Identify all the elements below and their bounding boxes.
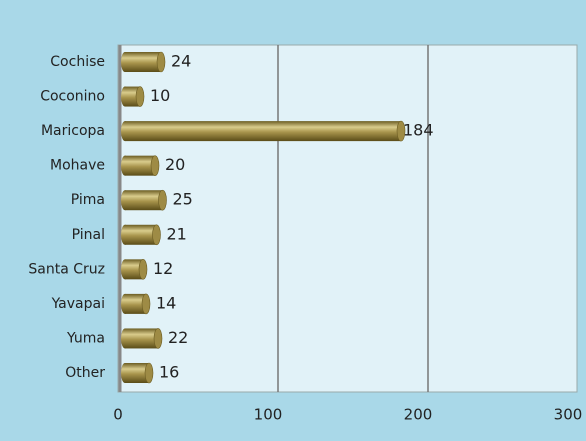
y-tick-label: Cochise bbox=[50, 54, 105, 70]
data-label: 24 bbox=[171, 52, 191, 71]
y-tick-label: Pinal bbox=[72, 227, 105, 243]
bar bbox=[121, 328, 163, 349]
data-label: 14 bbox=[156, 293, 176, 312]
bar bbox=[121, 224, 161, 246]
y-tick-label: Mohave bbox=[50, 158, 105, 174]
data-label: 21 bbox=[167, 224, 187, 243]
bar bbox=[121, 189, 167, 211]
plot-area bbox=[117, 44, 578, 393]
data-label: 10 bbox=[150, 86, 170, 105]
bar bbox=[121, 86, 145, 107]
bar bbox=[121, 51, 166, 73]
bar bbox=[121, 120, 406, 142]
x-tick-label: 300 bbox=[554, 406, 583, 424]
data-label: 25 bbox=[173, 190, 193, 209]
bar bbox=[121, 259, 148, 280]
y-tick-label: Yavapai bbox=[51, 296, 105, 312]
y-tick-label: Pima bbox=[71, 192, 105, 208]
x-tick-label: 200 bbox=[404, 406, 433, 424]
x-tick-label: 100 bbox=[254, 406, 283, 424]
y-tick-label: Maricopa bbox=[41, 123, 105, 139]
y-tick-label: Yuma bbox=[66, 330, 105, 346]
data-label: 22 bbox=[168, 328, 188, 347]
x-tick-label: 0 bbox=[113, 406, 123, 424]
data-label: 16 bbox=[159, 363, 179, 382]
y-tick-label: Santa Cruz bbox=[28, 261, 105, 277]
y-tick-label: Other bbox=[65, 365, 105, 381]
data-label: 20 bbox=[165, 155, 185, 174]
data-label: 12 bbox=[153, 259, 173, 278]
bar bbox=[121, 362, 154, 384]
bar bbox=[121, 155, 160, 176]
data-label: 184 bbox=[403, 121, 434, 140]
y-tick-label: Coconino bbox=[40, 89, 105, 105]
bar bbox=[121, 293, 151, 315]
